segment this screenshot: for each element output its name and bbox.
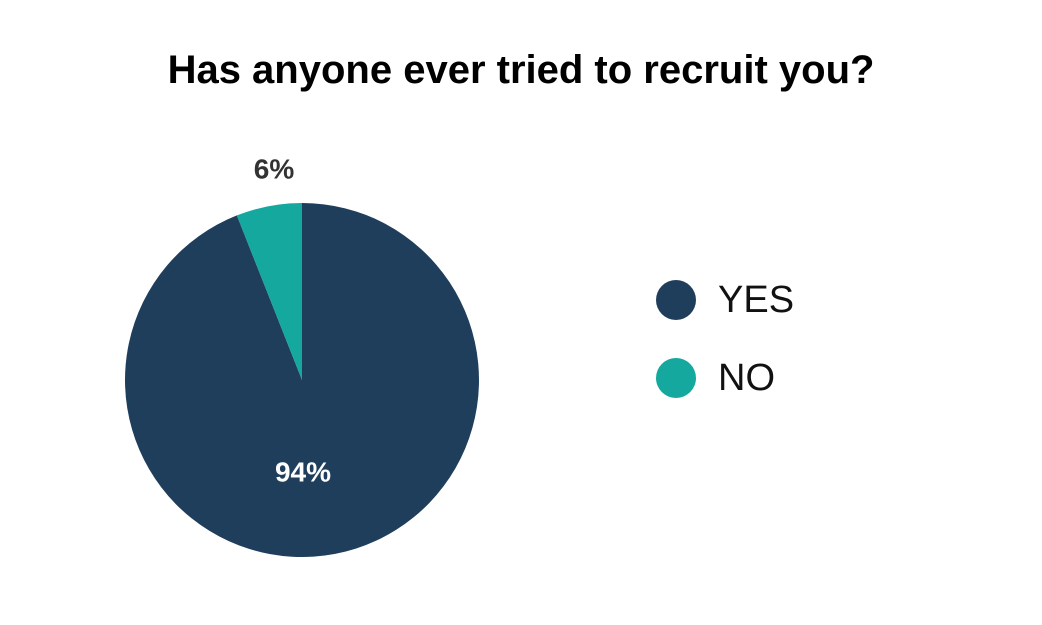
legend-item-no: NO — [656, 356, 794, 399]
pie-slice-yes — [125, 203, 480, 557]
legend-swatch-yes — [656, 280, 696, 320]
data-label-no: 6% — [254, 153, 295, 184]
chart-legend: YES NO — [656, 278, 795, 436]
legend-label-no: NO — [718, 356, 775, 399]
legend-label-yes: YES — [718, 278, 795, 321]
chart-title: Has anyone ever tried to recruit you? — [167, 48, 875, 92]
pie-slice-no — [236, 203, 302, 380]
legend-swatch-no — [656, 358, 696, 398]
legend-item-yes: YES — [656, 278, 795, 321]
data-label-yes: 94% — [275, 456, 331, 487]
